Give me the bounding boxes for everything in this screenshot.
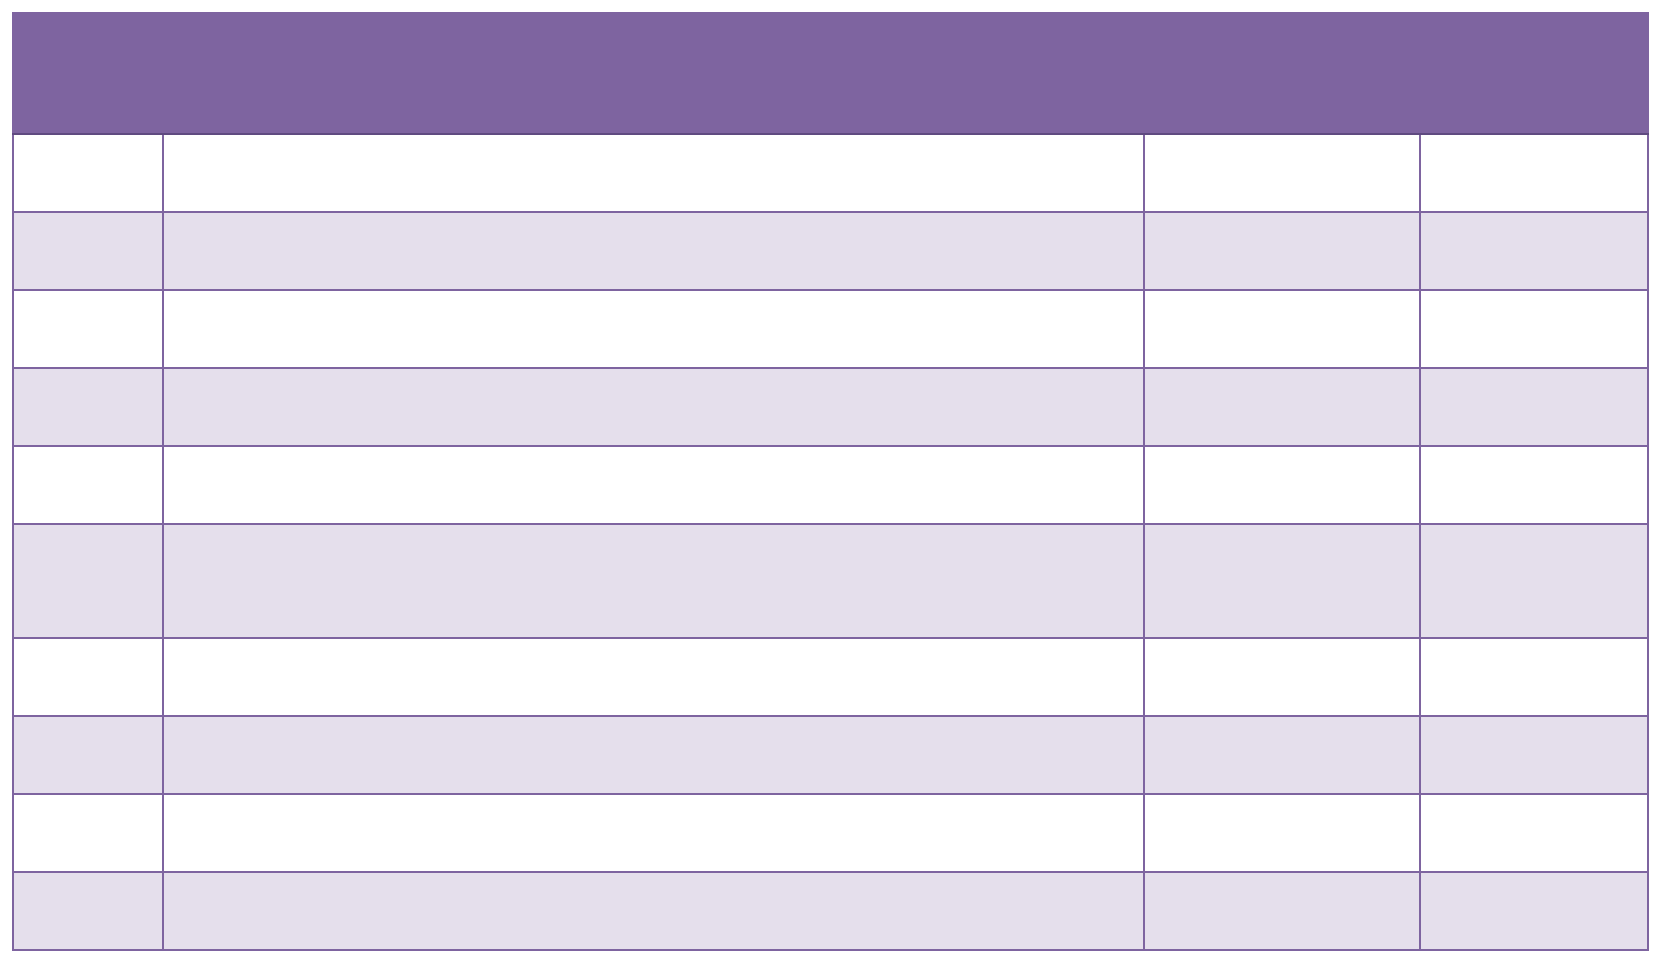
table-row: [12, 523, 1649, 639]
table-cell: [1419, 637, 1649, 717]
table-cell: [1143, 793, 1421, 873]
table-cell: [1419, 367, 1649, 447]
table-cell: [162, 133, 1145, 213]
table-cell: [1143, 637, 1421, 717]
table-cell: [12, 871, 164, 951]
table-row: [12, 289, 1649, 369]
table-cell: [12, 367, 164, 447]
table-cell: [12, 637, 164, 717]
table-body: [12, 133, 1649, 951]
table-cell: [1143, 133, 1421, 213]
table-cell: [1419, 523, 1649, 639]
table-cell: [162, 289, 1145, 369]
table-cell: [1143, 715, 1421, 795]
table-header-row: [12, 12, 1649, 135]
table-row: [12, 793, 1649, 873]
table-cell: [1143, 445, 1421, 525]
table-cell: [162, 445, 1145, 525]
table-cell: [12, 133, 164, 213]
table-cell: [12, 289, 164, 369]
table-cell: [1143, 211, 1421, 291]
table-cell: [162, 715, 1145, 795]
table-cell: [1143, 367, 1421, 447]
table-cell: [1419, 715, 1649, 795]
table-row: [12, 445, 1649, 525]
table-cell: [1419, 793, 1649, 873]
table-cell: [12, 523, 164, 639]
table-row: [12, 715, 1649, 795]
table-cell: [1419, 133, 1649, 213]
table-cell: [1419, 871, 1649, 951]
table-cell: [1143, 289, 1421, 369]
table-row: [12, 637, 1649, 717]
table-cell: [162, 211, 1145, 291]
table-cell: [1143, 523, 1421, 639]
table-row: [12, 133, 1649, 213]
table-cell: [1143, 871, 1421, 951]
table-cell: [12, 445, 164, 525]
table-cell: [162, 367, 1145, 447]
table-cell: [162, 523, 1145, 639]
table-cell: [12, 793, 164, 873]
table-cell: [12, 715, 164, 795]
empty-table: [12, 12, 1649, 951]
table-cell: [1419, 445, 1649, 525]
table-cell: [162, 793, 1145, 873]
table-cell: [162, 871, 1145, 951]
table-cell: [12, 211, 164, 291]
table-cell: [1419, 289, 1649, 369]
table-row: [12, 211, 1649, 291]
table-row: [12, 871, 1649, 951]
table-cell: [1419, 211, 1649, 291]
table-row: [12, 367, 1649, 447]
table-header: [12, 12, 1649, 135]
table-cell: [162, 637, 1145, 717]
